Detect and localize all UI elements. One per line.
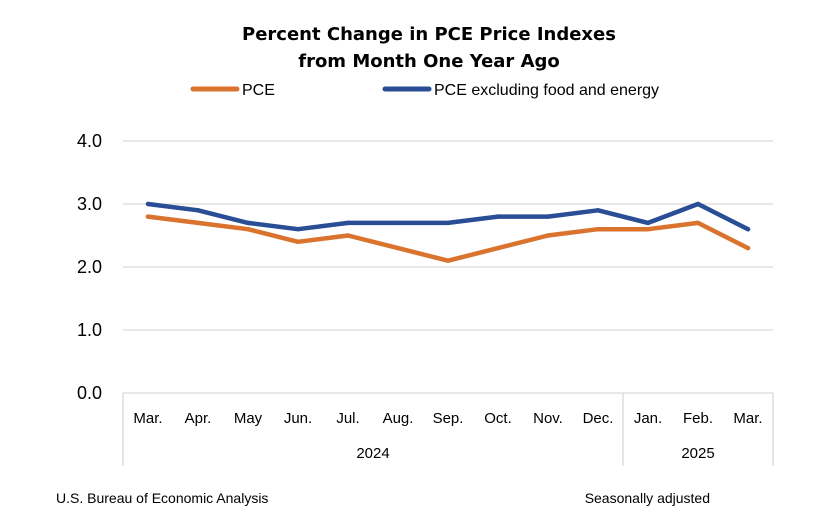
core-pce-point [595,208,601,213]
x-tick-label: Jan. [634,410,662,427]
core-pce-point [295,227,301,232]
source-label: U.S. Bureau of Economic Analysis [56,490,268,506]
x-year-label: 2025 [681,445,714,462]
pce-point [195,220,201,226]
x-year-label: 2024 [356,445,389,462]
x-tick-label: Jul. [336,410,359,427]
pce-point [145,214,151,219]
x-tick-label: May [234,410,263,427]
core-pce-point [695,201,701,207]
core-pce-point [345,220,351,226]
pce-point [345,233,351,238]
x-tick-label: Apr. [185,410,212,427]
x-tick-label: Jun. [284,410,312,427]
x-tick-label: Mar. [733,410,762,427]
series-line-core-pce [145,201,751,232]
x-tick-label: Sep. [433,410,464,427]
gridlines [123,140,773,394]
legend: PCE PCE excluding food and energy [190,82,659,99]
seasonal-note: Seasonally adjusted [585,490,710,506]
chart-title-line-1: Percent Change in PCE Price Indexes [242,24,616,45]
core-pce-point [545,214,551,219]
core-pce-point [745,227,751,232]
pce-point [745,245,751,251]
core-pce-point [195,208,201,213]
x-tick-label: Nov. [533,410,563,427]
x-tick-label: Aug. [383,410,414,427]
pce-point [295,239,301,244]
y-axis: 4.0 3.0 2.0 1.0 0.0 [77,131,102,403]
pce-point [545,233,551,238]
pce-point [595,227,601,232]
chart-title-line-2: from Month One Year Ago [298,51,560,72]
x-tick-label: Feb. [683,410,713,427]
y-tick-label: 0.0 [77,383,102,403]
y-tick-label: 2.0 [77,257,102,277]
y-tick-label: 4.0 [77,131,102,151]
x-tick-label: Mar. [133,410,162,427]
series-lines [145,201,751,263]
legend-label-core-pce: PCE excluding food and energy [434,82,659,99]
y-tick-label: 1.0 [77,320,102,340]
y-tick-label: 3.0 [77,194,102,214]
core-pce-point [245,220,251,226]
legend-label-pce: PCE [242,82,275,99]
pce-point [695,220,701,226]
core-pce-point [145,201,151,207]
core-pce-point [495,214,501,219]
x-axis: Mar. Apr. May Jun. Jul. Aug. Sep. Oct. Nov. Dec. J… [122,393,774,466]
pce-point [245,227,251,232]
pce-point [645,227,651,232]
pce-point [495,245,501,251]
core-pce-point [645,220,651,226]
pce-point [445,258,451,263]
core-pce-point [395,220,401,226]
x-tick-label: Dec. [583,410,614,427]
pce-point [395,245,401,251]
x-tick-label: Oct. [484,410,512,427]
core-pce-point [445,220,451,226]
